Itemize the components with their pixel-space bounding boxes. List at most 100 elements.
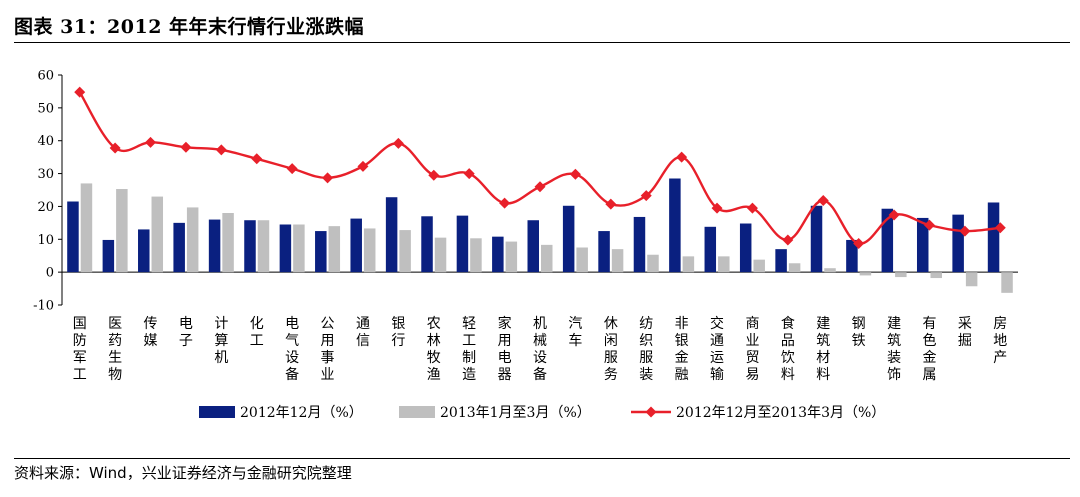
legend-swatch-q1-2013 (399, 406, 435, 418)
bar-dec-2012 (138, 229, 150, 273)
y-tick-label: 30 (37, 167, 54, 182)
bar-q1-2013 (682, 256, 695, 273)
line-marker (463, 168, 475, 180)
x-category-label: 纺织服装 (639, 316, 653, 383)
bar-q1-2013 (434, 237, 447, 273)
x-category-label: 房地产 (993, 316, 1007, 366)
x-category-label: 计算机 (214, 316, 228, 366)
x-category-label: 机械设备 (533, 316, 547, 383)
x-category-label: 银行 (391, 316, 405, 349)
bar-dec-2012 (881, 208, 894, 273)
x-category-label: 家用电器 (498, 315, 512, 383)
bar-dec-2012 (810, 205, 823, 273)
legend-label-total: 2012年12月至2013年3月（%） (676, 405, 885, 421)
bar-dec-2012 (846, 239, 858, 273)
source-divider (14, 458, 1070, 459)
bar-dec-2012 (775, 249, 787, 273)
line-marker (145, 136, 157, 148)
x-category-label: 建筑装饰 (887, 316, 901, 383)
line-marker (711, 202, 723, 214)
x-category-label: 采掘 (958, 316, 972, 349)
bar-dec-2012 (492, 236, 504, 273)
bar-q1-2013 (753, 259, 765, 273)
line-marker (959, 225, 971, 237)
x-category-label: 建筑材料 (816, 316, 830, 383)
bar-q1-2013 (222, 213, 234, 273)
line-marker (392, 137, 404, 149)
bar-q1-2013 (824, 268, 836, 273)
bar-dec-2012 (633, 216, 646, 273)
bar-q1-2013 (257, 220, 270, 273)
line-marker (215, 144, 227, 156)
x-category-label: 医药生物 (108, 316, 122, 383)
line-marker (605, 198, 617, 210)
bar-q1-2013 (859, 272, 872, 276)
title-divider (14, 42, 1070, 43)
bar-dec-2012 (669, 178, 681, 273)
line-marker (817, 195, 829, 207)
bar-dec-2012 (385, 197, 398, 273)
legend-label-q1-2013: 2013年1月至3月（%） (440, 405, 591, 421)
line-marker (499, 197, 511, 209)
bar-q1-2013 (541, 244, 553, 273)
bar-q1-2013 (399, 230, 411, 273)
bar-q1-2013 (647, 254, 659, 273)
bar-q1-2013 (788, 263, 801, 273)
bar-q1-2013 (718, 256, 730, 273)
y-tick-label: 40 (37, 134, 54, 149)
line-marker (74, 86, 86, 98)
line-marker (569, 168, 581, 180)
bar-dec-2012 (952, 214, 964, 273)
bar-q1-2013 (293, 224, 305, 273)
bar-dec-2012 (562, 205, 575, 273)
bar-q1-2013 (895, 272, 907, 278)
bar-q1-2013 (470, 238, 482, 273)
bar-q1-2013 (186, 207, 199, 273)
bar-dec-2012 (987, 202, 1000, 273)
bar-q1-2013 (505, 241, 518, 273)
line-marker (746, 202, 758, 214)
bar-q1-2013 (965, 272, 978, 287)
bar-q1-2013 (576, 247, 588, 273)
x-category-label: 汽车 (568, 316, 582, 349)
bar-dec-2012 (102, 239, 115, 273)
bar-q1-2013 (611, 249, 624, 273)
y-tick-label: 50 (37, 101, 54, 116)
line-marker (888, 209, 900, 221)
bar-dec-2012 (279, 224, 292, 273)
x-category-label: 食品饮料 (781, 315, 795, 383)
line-marker (428, 169, 440, 181)
line-marker (782, 234, 794, 246)
bar-dec-2012 (244, 220, 256, 273)
x-category-label: 轻工制造 (462, 316, 476, 383)
bar-dec-2012 (350, 218, 362, 273)
bar-dec-2012 (916, 217, 929, 273)
bar-dec-2012 (456, 215, 469, 273)
bar-dec-2012 (598, 231, 610, 273)
legend-label-dec-2012: 2012年12月（%） (240, 405, 363, 421)
chart-title: 图表 31：2012 年年末行情行业涨跌幅 (14, 16, 365, 38)
bar-dec-2012 (173, 222, 185, 273)
x-category-label: 非银金融 (675, 316, 689, 383)
line-marker (853, 238, 865, 250)
line-marker (180, 141, 192, 153)
bar-q1-2013 (328, 226, 341, 273)
bar-dec-2012 (421, 216, 433, 273)
bar-dec-2012 (67, 201, 79, 273)
bar-dec-2012 (208, 219, 221, 273)
y-tick-label: 20 (37, 200, 54, 215)
bar-q1-2013 (80, 183, 93, 273)
bar-q1-2013 (1001, 272, 1013, 293)
line-marker (534, 181, 546, 193)
bar-dec-2012 (315, 231, 327, 273)
source-note: 资料来源：Wind，兴业证券经济与金融研究院整理 (14, 464, 352, 482)
x-category-label: 传媒 (144, 316, 158, 349)
y-tick-label: 0 (46, 266, 54, 281)
x-category-label: 国防军工 (73, 316, 87, 383)
x-category-label: 有色金属 (922, 316, 936, 383)
legend-marker-line (645, 406, 657, 418)
line-marker (322, 172, 334, 184)
x-category-label: 公用事业 (321, 316, 335, 383)
bar-q1-2013 (930, 272, 942, 279)
